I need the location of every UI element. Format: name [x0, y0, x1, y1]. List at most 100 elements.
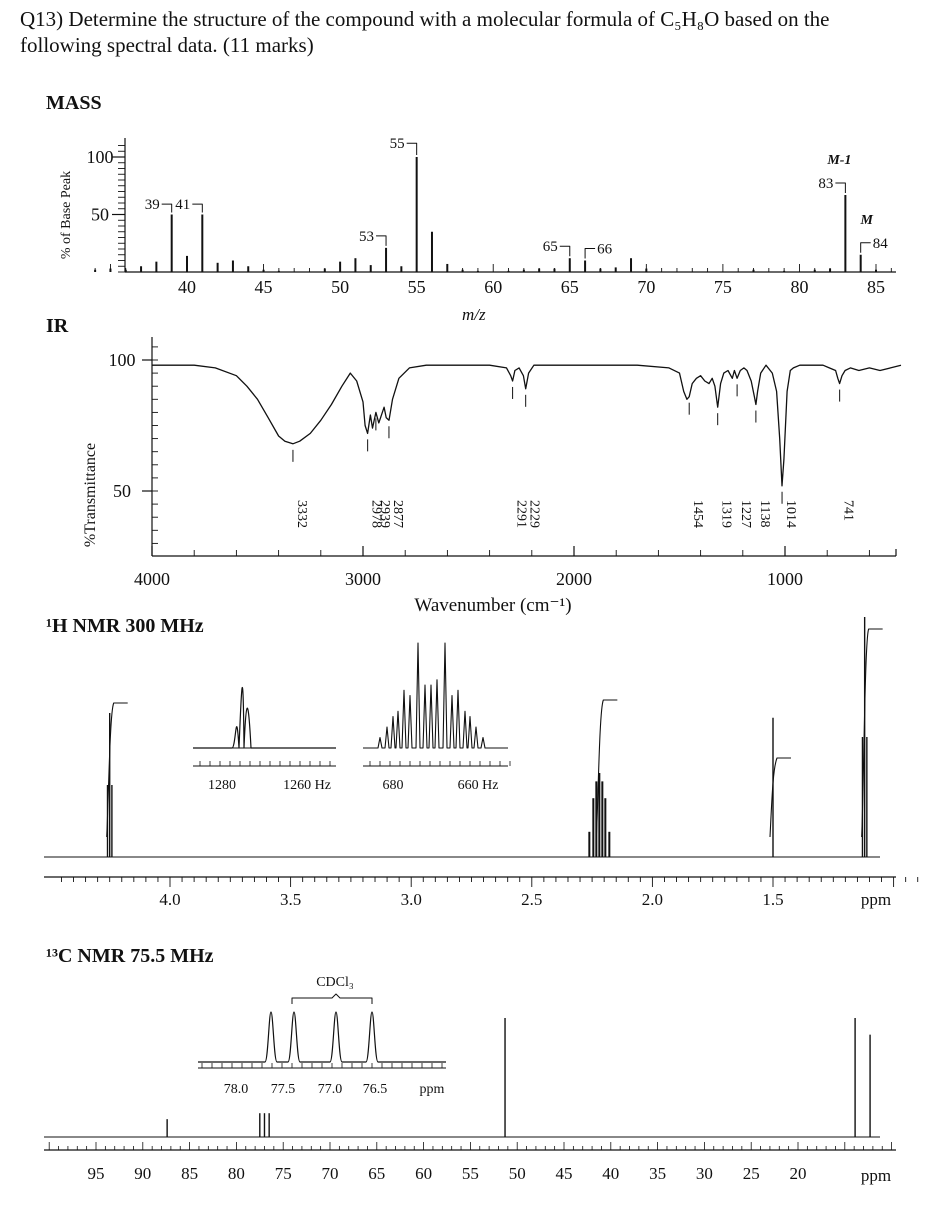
cnmr-inset-brace — [291, 993, 373, 1004]
ms-annot-leader-41 — [192, 203, 203, 213]
hnmr-x-tick-label: 3.5 — [280, 890, 301, 909]
ir-x-tick-label: 2000 — [556, 569, 592, 589]
ms-title: MASS — [46, 92, 102, 114]
ms-annot-leader-84 — [860, 242, 871, 253]
ms-annot-label-65: 65 — [543, 239, 558, 255]
ir-x-tick-label: 4000 — [134, 569, 170, 589]
cnmr-x-label: ppm — [861, 1166, 891, 1185]
ir-peak-label-1319: 1319 — [719, 500, 734, 528]
hnmr-title: ¹H NMR 300 MHz — [46, 615, 204, 637]
ms-x-tick-label: 85 — [867, 277, 885, 297]
ms-x-tick-label: 60 — [484, 277, 502, 297]
ms-annot-leader-83 — [835, 182, 846, 193]
cnmr-inset-tick-label: ppm — [420, 1082, 445, 1097]
ir-peak-label-2978: 2978 — [369, 500, 384, 528]
hnmr-integral-1.5 — [769, 757, 791, 838]
ms-annot-label-41: 41 — [175, 197, 190, 213]
ir-x-tick-label: 3000 — [345, 569, 381, 589]
hnmr-integral-2.22 — [595, 699, 618, 838]
cnmr-inset-tick-label: 77.0 — [318, 1082, 343, 1097]
hnmr-inset1-trace — [193, 686, 336, 749]
ir-peak-label-1454: 1454 — [690, 500, 705, 528]
cnmr-x-tick-label: 55 — [462, 1164, 479, 1183]
ms-x-tick-label: 55 — [408, 277, 426, 297]
question-text: Q13) Determine the structure of the comp… — [20, 7, 830, 57]
ir-title: IR — [46, 315, 69, 337]
ir-peak-label-2877: 2877 — [390, 500, 405, 528]
cnmr-x-tick-label: 70 — [322, 1164, 339, 1183]
ms-annot-tag-84: M — [859, 213, 873, 228]
ms-annot-label-53: 53 — [359, 229, 374, 245]
ms-x-tick-label: 80 — [790, 277, 808, 297]
cnmr-x-tick-label: 50 — [509, 1164, 526, 1183]
ir-y-tick-label: 100 — [109, 350, 136, 370]
ms-x-tick-label: 65 — [561, 277, 579, 297]
ms-y-tick-label: 50 — [91, 205, 109, 225]
ir-ylabel: %Transmittance — [82, 443, 99, 547]
cnmr-x-tick-label: 20 — [790, 1164, 807, 1183]
ir-peak-label-3332: 3332 — [294, 500, 309, 528]
cnmr-x-tick-label: 75 — [275, 1164, 292, 1183]
ms-annot-leader-39 — [161, 203, 173, 213]
ir-y-tick-label: 50 — [113, 481, 131, 501]
cnmr-x-tick-label: 65 — [368, 1164, 385, 1183]
ms-ylabel: % of Base Peak — [59, 171, 74, 259]
ir-x-label: Wavenumber (cm⁻¹) — [414, 595, 571, 616]
ms-x-tick-label: 75 — [714, 277, 732, 297]
cnmr-x-tick-label: 30 — [696, 1164, 713, 1183]
hnmr-integral-4.25 — [106, 702, 128, 838]
cnmr-x-tick-label: 95 — [88, 1164, 105, 1183]
ms-x-tick-label: 50 — [331, 277, 349, 297]
ms-annot-leader-53 — [376, 235, 387, 246]
hnmr-x-label: ppm — [861, 890, 891, 909]
ir-peak-label-2229: 2229 — [527, 500, 542, 528]
ir-peak-label-2939: 2939 — [377, 500, 392, 528]
ms-x-tick-label: 40 — [178, 277, 196, 297]
cnmr-x-tick-label: 80 — [228, 1164, 245, 1183]
cnmr-x-tick-label: 60 — [415, 1164, 432, 1183]
cnmr-inset-tick-label: 78.0 — [224, 1082, 249, 1097]
ms-x-label: m/z — [462, 305, 486, 324]
ms-annot-leader-66 — [584, 248, 596, 259]
ms-annot-label-66: 66 — [597, 242, 613, 258]
ms-x-tick-label: 70 — [637, 277, 655, 297]
ms-annot-label-39: 39 — [145, 197, 160, 213]
cnmr-x-tick-label: 25 — [743, 1164, 760, 1183]
ms-annot-leader-55 — [406, 142, 418, 155]
cnmr-x-tick-label: 40 — [602, 1164, 619, 1183]
cnmr-inset-trace — [198, 1011, 446, 1063]
ms-annot-label-83: 83 — [818, 176, 833, 192]
hnmr-inset1-label: 1260 Hz — [283, 778, 331, 793]
hnmr-x-tick-label: 3.0 — [401, 890, 422, 909]
ir-spectrum-line — [152, 364, 902, 487]
ir-peak-label-1138: 1138 — [757, 500, 772, 527]
hnmr-x-tick-label: 1.5 — [762, 890, 783, 909]
hnmr-inset2-label: 660 Hz — [458, 778, 499, 793]
hnmr-x-tick-label: 2.0 — [642, 890, 663, 909]
ms-annot-tag-83: M-1 — [826, 153, 851, 168]
cnmr-inset-label: CDCl₃ — [316, 975, 354, 990]
hnmr-inset2-trace — [363, 642, 508, 749]
cnmr-inset-tick-label: 76.5 — [363, 1082, 388, 1097]
ir-peak-label-2291: 2291 — [514, 500, 529, 528]
hnmr-inset1-label: 1280 — [208, 778, 236, 793]
ms-x-tick-label: 45 — [255, 277, 273, 297]
cnmr-x-tick-label: 85 — [181, 1164, 198, 1183]
cnmr-title: ¹³C NMR 75.5 MHz — [46, 945, 214, 967]
ms-annot-label-55: 55 — [390, 136, 405, 152]
ir-peak-label-1227: 1227 — [738, 500, 753, 528]
ir-peak-label-741: 741 — [841, 500, 856, 521]
cnmr-inset-tick-label: 77.5 — [271, 1082, 296, 1097]
cnmr-x-tick-label: 90 — [134, 1164, 151, 1183]
cnmr-x-tick-label: 45 — [556, 1164, 573, 1183]
ir-peak-label-1014: 1014 — [783, 500, 798, 528]
ir-x-tick-label: 1000 — [767, 569, 803, 589]
ms-annot-label-84: 84 — [873, 236, 889, 252]
ms-y-tick-label: 100 — [87, 147, 114, 167]
hnmr-x-tick-label: 2.5 — [521, 890, 542, 909]
ms-annot-leader-65 — [559, 245, 571, 257]
hnmr-integral-1.12 — [861, 628, 883, 838]
hnmr-inset2-label: 680 — [383, 778, 404, 793]
hnmr-x-tick-label: 4.0 — [159, 890, 180, 909]
